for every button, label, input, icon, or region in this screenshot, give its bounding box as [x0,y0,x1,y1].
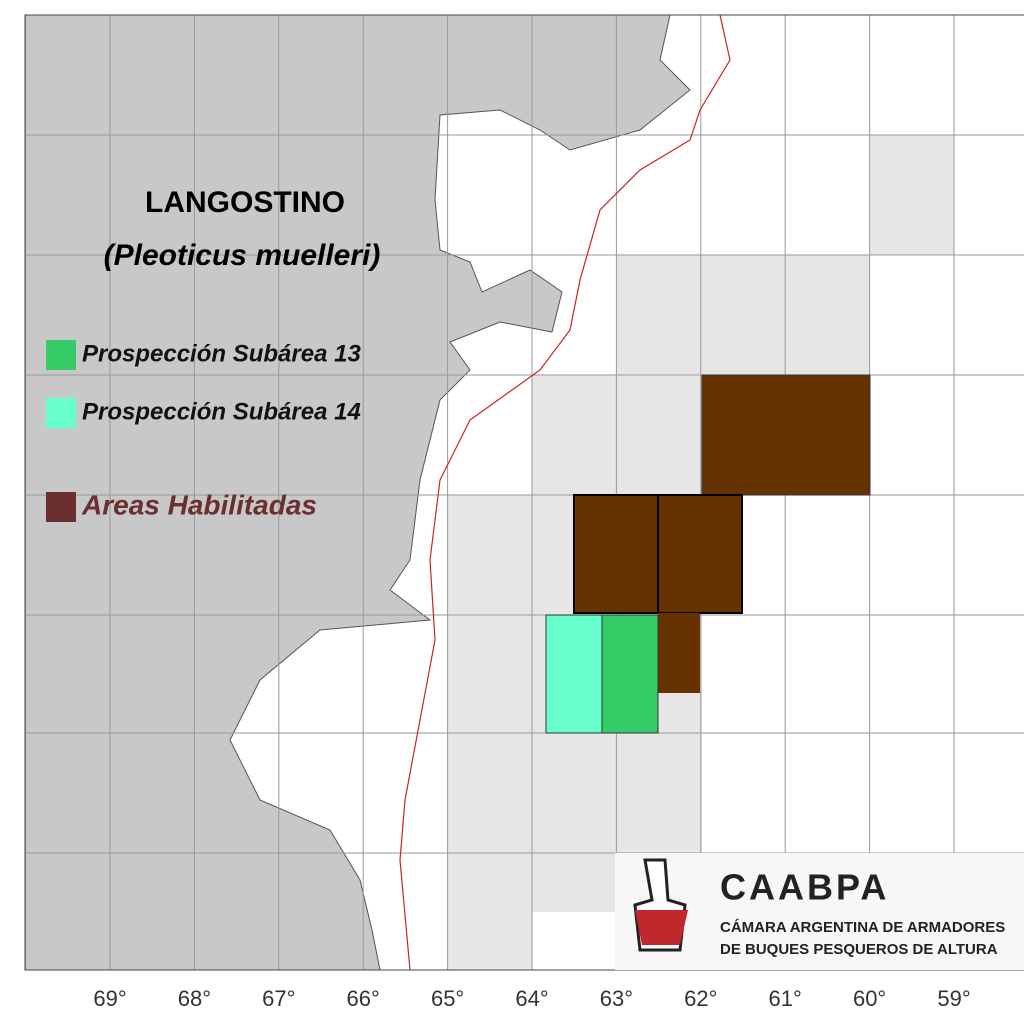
legend-label: Areas Habilitadas [81,489,317,520]
legend-swatch [46,492,76,522]
legend-swatch [46,340,76,370]
subtitle: (Pleoticus muelleri) [104,239,381,272]
x-tick-label: 68° [178,986,211,1011]
logo-line: CÁMARA ARGENTINA DE ARMADORES [720,919,1005,936]
x-tick-label: 63° [600,986,633,1011]
x-axis: 69°68°67°66°65°64°63°62°61°60°59°5 [93,986,970,1011]
legend-label: Prospección Subárea 14 [82,398,361,425]
x-tick-label: 66° [347,986,380,1011]
zones [545,374,871,734]
x-tick-label: 60° [853,986,886,1011]
x-tick-label: 67° [262,986,295,1011]
x-tick-label: 61° [769,986,802,1011]
logo: CAABPA CÁMARA ARGENTINA DE ARMADORES DE … [615,853,1024,970]
x-tick-label: 64° [515,986,548,1011]
x-tick-label: 65° [431,986,464,1011]
title: LANGOSTINO [145,186,345,219]
legend-label: Prospección Subárea 13 [82,340,361,367]
boundary-line [399,14,731,971]
logo-hull [635,910,688,945]
x-tick-label: 69° [93,986,126,1011]
logo-name: CAABPA [720,867,889,908]
x-tick-label: 62° [684,986,717,1011]
legend: Prospección Subárea 13 Prospección Subáre… [46,340,361,522]
logo-line: DE BUQUES PESQUEROS DE ALTURA [720,941,998,958]
legend-swatch [46,398,76,428]
land [24,14,691,971]
x-tick-label: 59° [937,986,970,1011]
frame [24,14,1024,971]
